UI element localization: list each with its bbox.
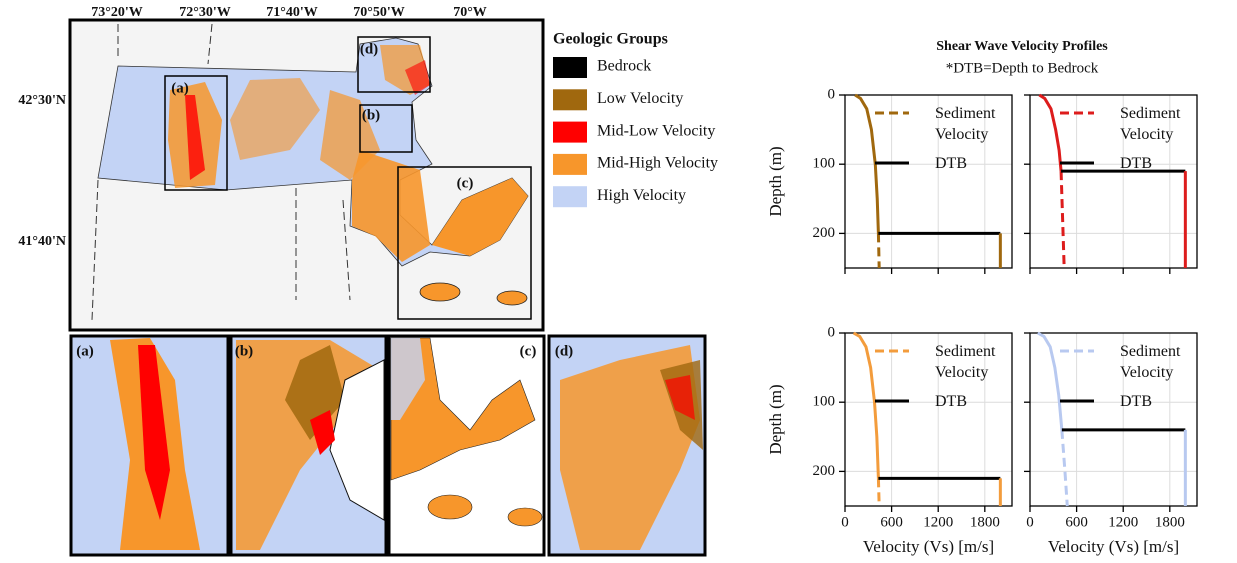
legend-swatch (553, 89, 587, 110)
legend-label: Low Velocity (597, 90, 683, 107)
inset-label: (d) (360, 41, 378, 57)
legend-swatch (553, 122, 587, 143)
x-tick-label: 600 (880, 514, 903, 530)
y-axis-label: Depth (m) (766, 146, 785, 216)
figure: (a) (b) (c) (d) 73°20'W 72°30'W 71°40'W … (0, 0, 1237, 563)
legend-title: Geologic Groups (553, 31, 668, 48)
figure-subtitle: *DTB=Depth to Bedrock (946, 60, 1099, 76)
y-tick-label: 100 (813, 156, 836, 172)
x-axis-label: Velocity (Vs) [m/s] (1048, 537, 1179, 556)
profile-line (1061, 171, 1064, 268)
panel-label: (c) (520, 343, 537, 359)
y-tick-label: 0 (828, 86, 836, 102)
x-tick-label: 1800 (1155, 514, 1185, 530)
lat-label: 42°30'N (18, 93, 66, 108)
x-tick-label: 0 (841, 514, 849, 530)
legend-label: Bedrock (597, 58, 651, 75)
legend-swatch (553, 57, 587, 78)
profile-line (878, 233, 879, 268)
x-tick-label: 1800 (970, 514, 1000, 530)
x-axis-label: Velocity (Vs) [m/s] (863, 537, 994, 556)
figure-title: Shear Wave Velocity Profiles (936, 39, 1108, 54)
island (508, 508, 542, 526)
x-tick-label: 0 (1026, 514, 1034, 530)
inset-label: (a) (171, 80, 189, 96)
panel-label: (b) (235, 343, 253, 359)
legend-label: Sediment Velocity (935, 103, 1013, 145)
lat-label: 41°40'N (18, 234, 66, 249)
profile-line (1039, 95, 1061, 171)
legend-label: Mid-Low Velocity (597, 122, 715, 139)
lon-label: 70°W (453, 5, 487, 20)
profile-line (854, 333, 879, 478)
lon-label: 73°20'W (91, 5, 143, 20)
lon-label: 71°40'W (266, 5, 318, 20)
legend-label: Sediment Velocity (1120, 103, 1198, 145)
x-tick-label: 600 (1065, 514, 1088, 530)
legend-swatch (553, 154, 587, 175)
profile-line (878, 478, 879, 506)
x-tick-label: 1200 (923, 514, 953, 530)
panel-label: (a) (76, 343, 94, 359)
legend-swatch (553, 186, 587, 207)
legend-label: Sediment Velocity (935, 341, 1013, 383)
inset-label: (b) (362, 107, 380, 123)
inset-label: (c) (457, 175, 474, 191)
y-tick-label: 200 (813, 463, 836, 479)
y-tick-label: 0 (828, 324, 836, 340)
legend-label: DTB (935, 391, 1013, 412)
profile-line (1038, 333, 1062, 430)
legend-label: Sediment Velocity (1120, 341, 1198, 383)
lon-label: 72°30'W (179, 5, 231, 20)
main-map: (a) (b) (c) (d) 73°20'W 72°30'W 71°40'W … (18, 5, 543, 330)
island (428, 495, 472, 519)
figure-canvas: (a) (b) (c) (d) 73°20'W 72°30'W 71°40'W … (0, 0, 1237, 563)
legend-label: Mid-High Velocity (597, 155, 718, 172)
inset-panels: (a) (b) (c) (d) (71, 336, 705, 555)
island (497, 291, 527, 305)
y-tick-label: 200 (813, 225, 836, 241)
profile-line (1062, 430, 1067, 506)
legend-label: High Velocity (597, 187, 686, 204)
x-tick-label: 1200 (1108, 514, 1138, 530)
island (420, 283, 460, 301)
legend-label: DTB (935, 153, 1013, 174)
y-tick-label: 100 (813, 394, 836, 410)
legend-label: DTB (1120, 391, 1198, 412)
lon-label: 70°50'W (353, 5, 405, 20)
legend-label: DTB (1120, 153, 1198, 174)
panel-label: (d) (555, 343, 573, 359)
y-axis-label: Depth (m) (766, 384, 785, 454)
